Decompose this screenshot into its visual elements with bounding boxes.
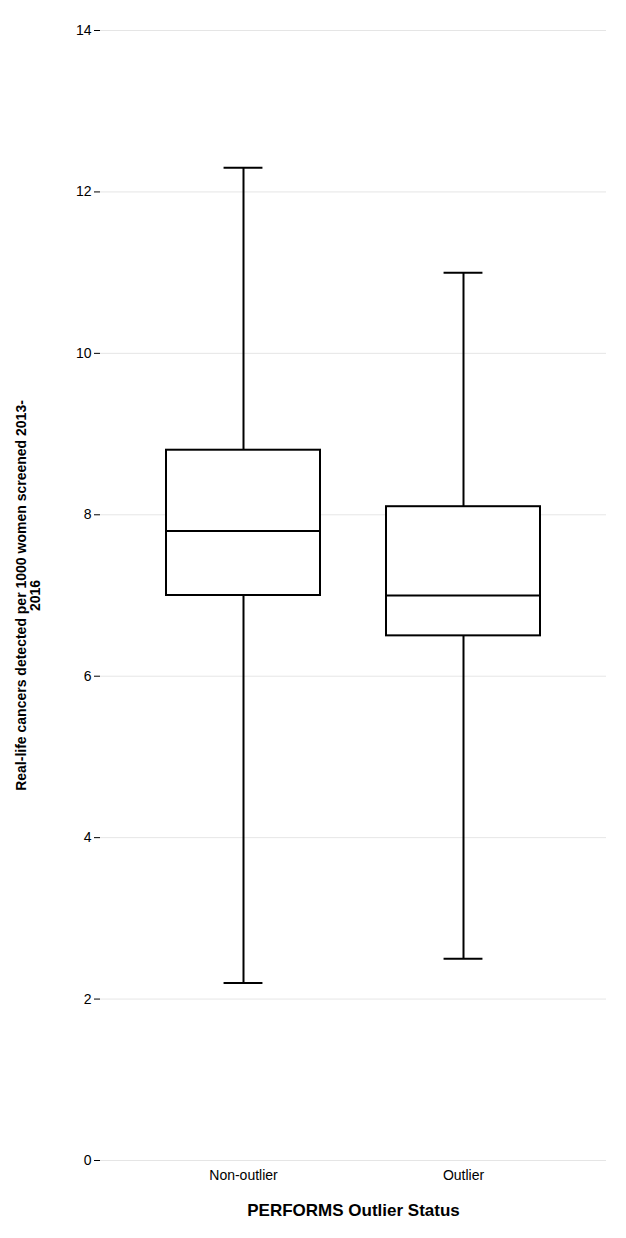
svg-text:12: 12 bbox=[76, 183, 92, 199]
svg-text:Outlier: Outlier bbox=[443, 1167, 485, 1183]
svg-text:Non-outlier: Non-outlier bbox=[209, 1167, 278, 1183]
svg-text:0: 0 bbox=[84, 1152, 92, 1168]
svg-text:10: 10 bbox=[76, 345, 92, 361]
svg-text:4: 4 bbox=[84, 829, 92, 845]
svg-text:8: 8 bbox=[84, 506, 92, 522]
svg-text:2: 2 bbox=[84, 991, 92, 1007]
svg-text:14: 14 bbox=[76, 22, 92, 38]
svg-text:PERFORMS Outlier Status: PERFORMS Outlier Status bbox=[247, 1201, 460, 1220]
svg-text:6: 6 bbox=[84, 668, 92, 684]
svg-text:Real-life cancers detected per: Real-life cancers detected per 1000 wome… bbox=[13, 400, 43, 791]
